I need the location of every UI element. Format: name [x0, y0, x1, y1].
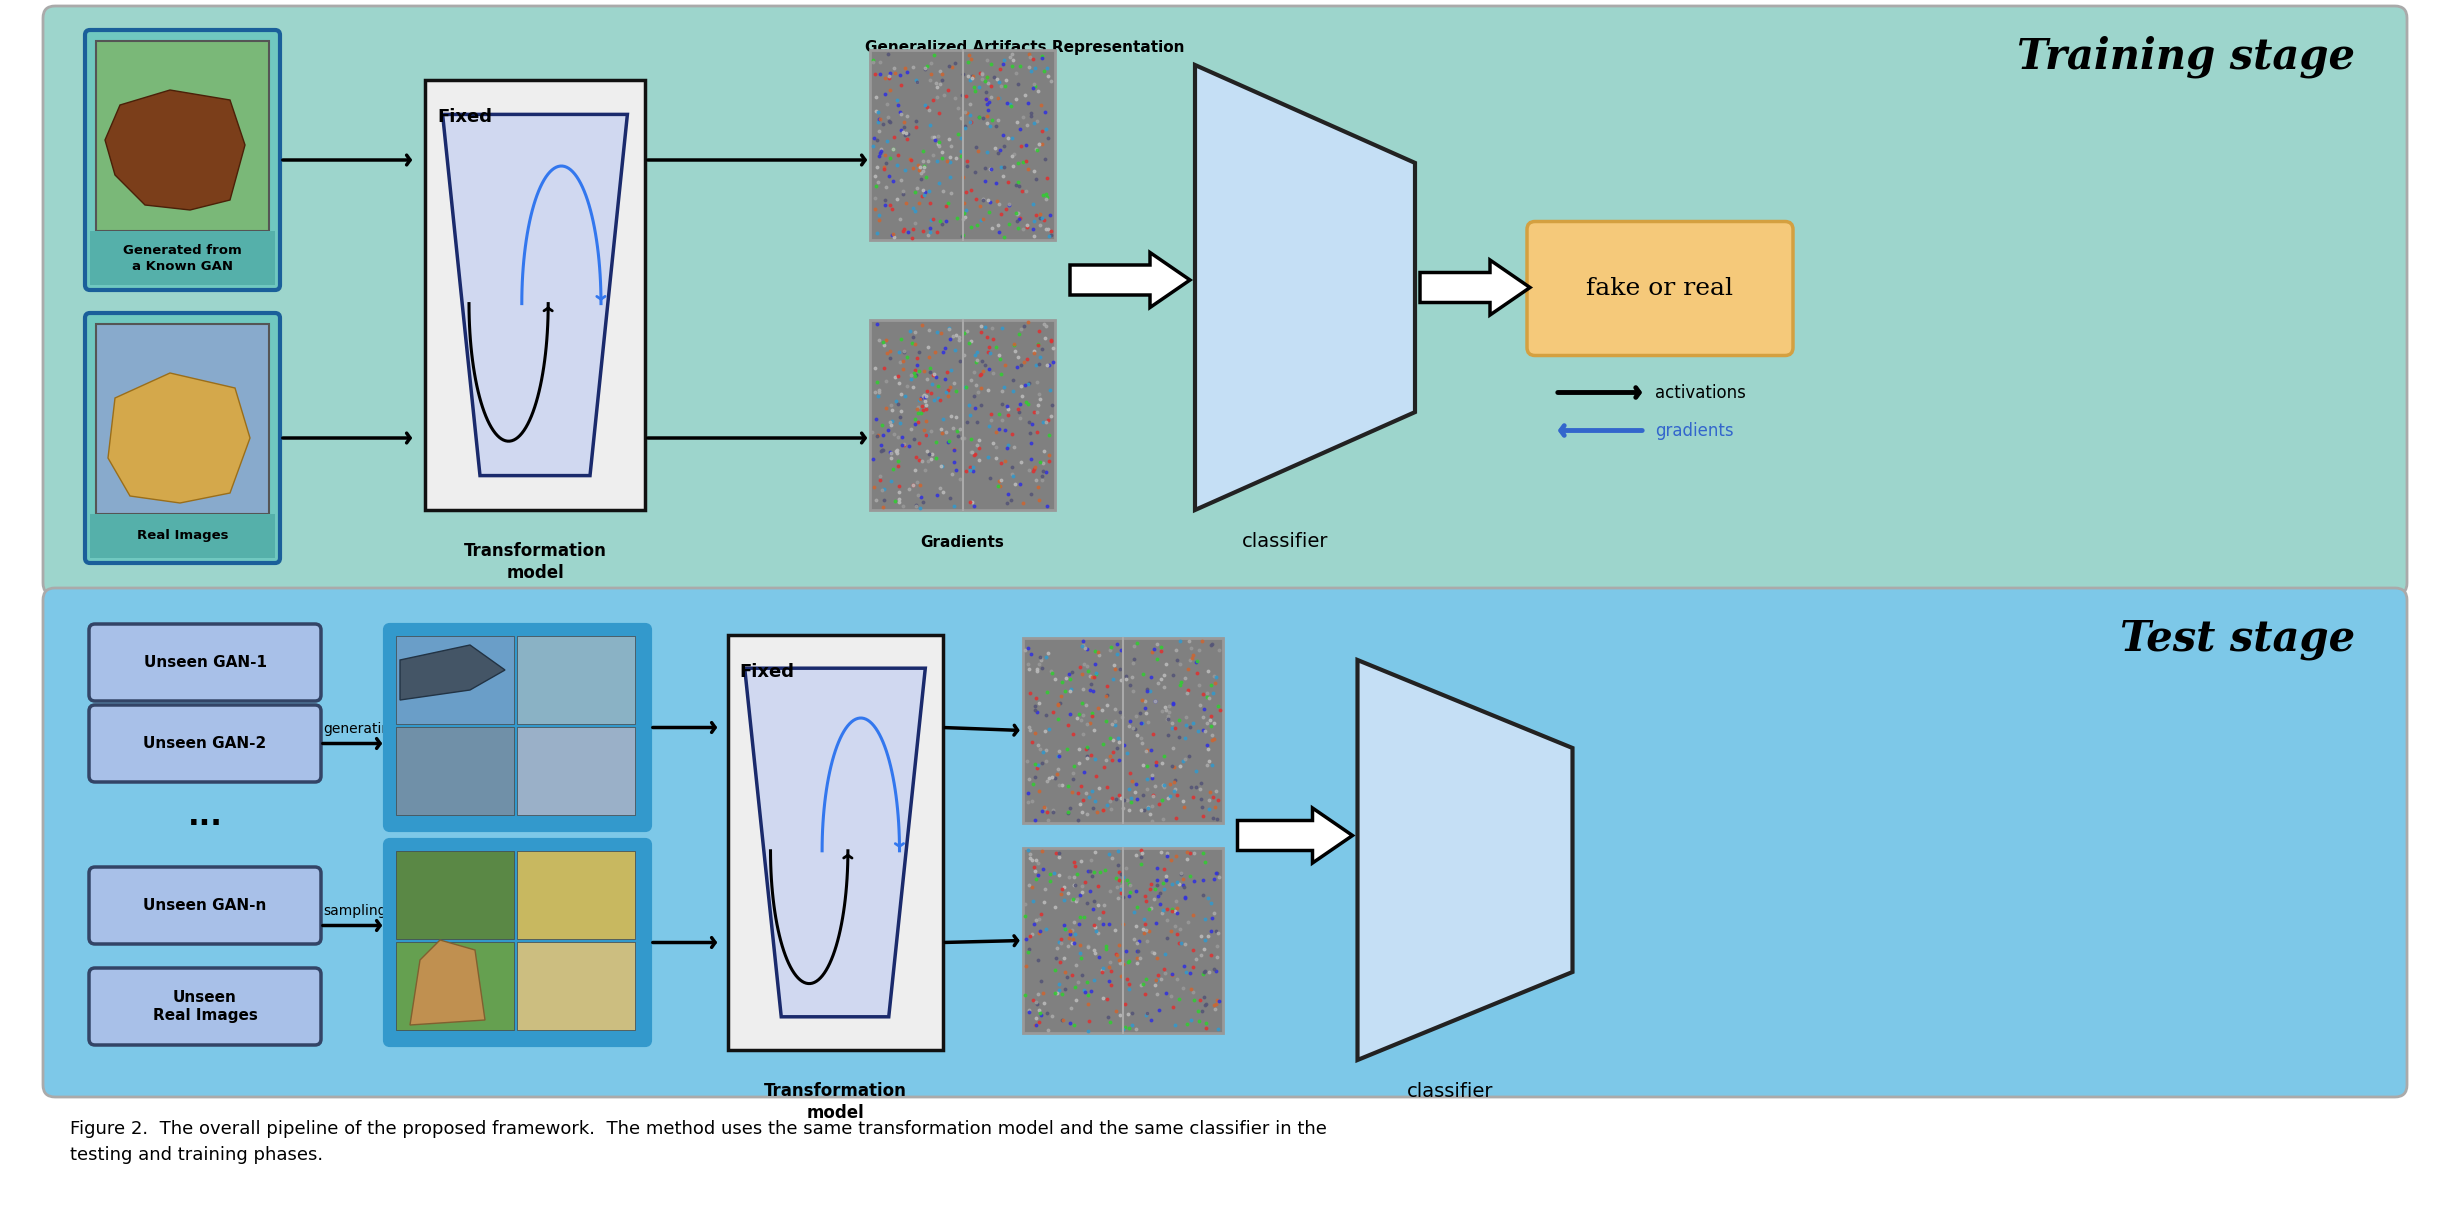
Text: classifier: classifier [1408, 1082, 1493, 1101]
Polygon shape [105, 90, 245, 210]
FancyBboxPatch shape [517, 942, 634, 1030]
Text: Unseen GAN-2: Unseen GAN-2 [144, 736, 267, 752]
FancyBboxPatch shape [869, 50, 1055, 240]
FancyBboxPatch shape [426, 80, 644, 510]
Polygon shape [108, 373, 250, 503]
Text: Unseen GAN-n: Unseen GAN-n [144, 898, 267, 913]
FancyBboxPatch shape [727, 635, 942, 1050]
Text: generating: generating [323, 722, 399, 736]
Text: Training stage: Training stage [2017, 36, 2355, 79]
Text: Gradients: Gradients [920, 535, 1004, 550]
FancyBboxPatch shape [95, 41, 269, 231]
Text: Generated from
a Known GAN: Generated from a Known GAN [122, 244, 242, 273]
FancyBboxPatch shape [86, 30, 279, 290]
Polygon shape [443, 114, 627, 476]
FancyBboxPatch shape [397, 636, 514, 724]
FancyBboxPatch shape [517, 727, 634, 815]
Polygon shape [399, 645, 504, 700]
Text: fake or real: fake or real [1586, 277, 1733, 300]
Text: ···: ··· [188, 811, 223, 839]
FancyBboxPatch shape [869, 320, 1055, 510]
FancyBboxPatch shape [91, 231, 274, 285]
Text: Fixed: Fixed [438, 108, 492, 125]
FancyBboxPatch shape [1023, 638, 1222, 823]
Text: Figure 2.  The overall pipeline of the proposed framework.  The method uses the : Figure 2. The overall pipeline of the pr… [71, 1121, 1327, 1165]
Text: activations: activations [1655, 384, 1745, 401]
FancyBboxPatch shape [397, 942, 514, 1030]
FancyBboxPatch shape [88, 867, 321, 943]
Polygon shape [1359, 661, 1572, 1060]
FancyBboxPatch shape [397, 727, 514, 815]
Text: Transformation
model: Transformation model [463, 542, 607, 582]
FancyBboxPatch shape [91, 514, 274, 558]
Text: Generalized Artifacts Representation: Generalized Artifacts Representation [864, 41, 1185, 55]
Text: gradients: gradients [1655, 422, 1733, 439]
Text: sampling: sampling [323, 904, 387, 918]
FancyBboxPatch shape [44, 588, 2406, 1097]
Polygon shape [409, 940, 485, 1025]
FancyBboxPatch shape [384, 625, 651, 830]
Text: Unseen GAN-1: Unseen GAN-1 [144, 656, 267, 670]
FancyBboxPatch shape [44, 6, 2406, 595]
FancyBboxPatch shape [384, 840, 651, 1046]
FancyBboxPatch shape [88, 968, 321, 1046]
FancyBboxPatch shape [95, 323, 269, 514]
Text: Test stage: Test stage [2120, 617, 2355, 661]
Text: Real Images: Real Images [137, 529, 228, 542]
Text: Transformation
model: Transformation model [764, 1082, 906, 1122]
Polygon shape [1420, 260, 1530, 315]
FancyBboxPatch shape [88, 624, 321, 701]
Polygon shape [1070, 252, 1190, 308]
FancyBboxPatch shape [88, 705, 321, 782]
Text: classifier: classifier [1241, 533, 1329, 551]
Polygon shape [1195, 65, 1415, 510]
Text: Unseen
Real Images: Unseen Real Images [152, 990, 257, 1023]
FancyBboxPatch shape [517, 851, 634, 938]
FancyBboxPatch shape [86, 312, 279, 563]
FancyBboxPatch shape [1023, 847, 1222, 1033]
FancyBboxPatch shape [517, 636, 634, 724]
Text: Fixed: Fixed [739, 663, 796, 681]
FancyBboxPatch shape [1528, 221, 1792, 355]
Polygon shape [1239, 808, 1351, 863]
Polygon shape [744, 668, 925, 1017]
FancyBboxPatch shape [397, 851, 514, 938]
